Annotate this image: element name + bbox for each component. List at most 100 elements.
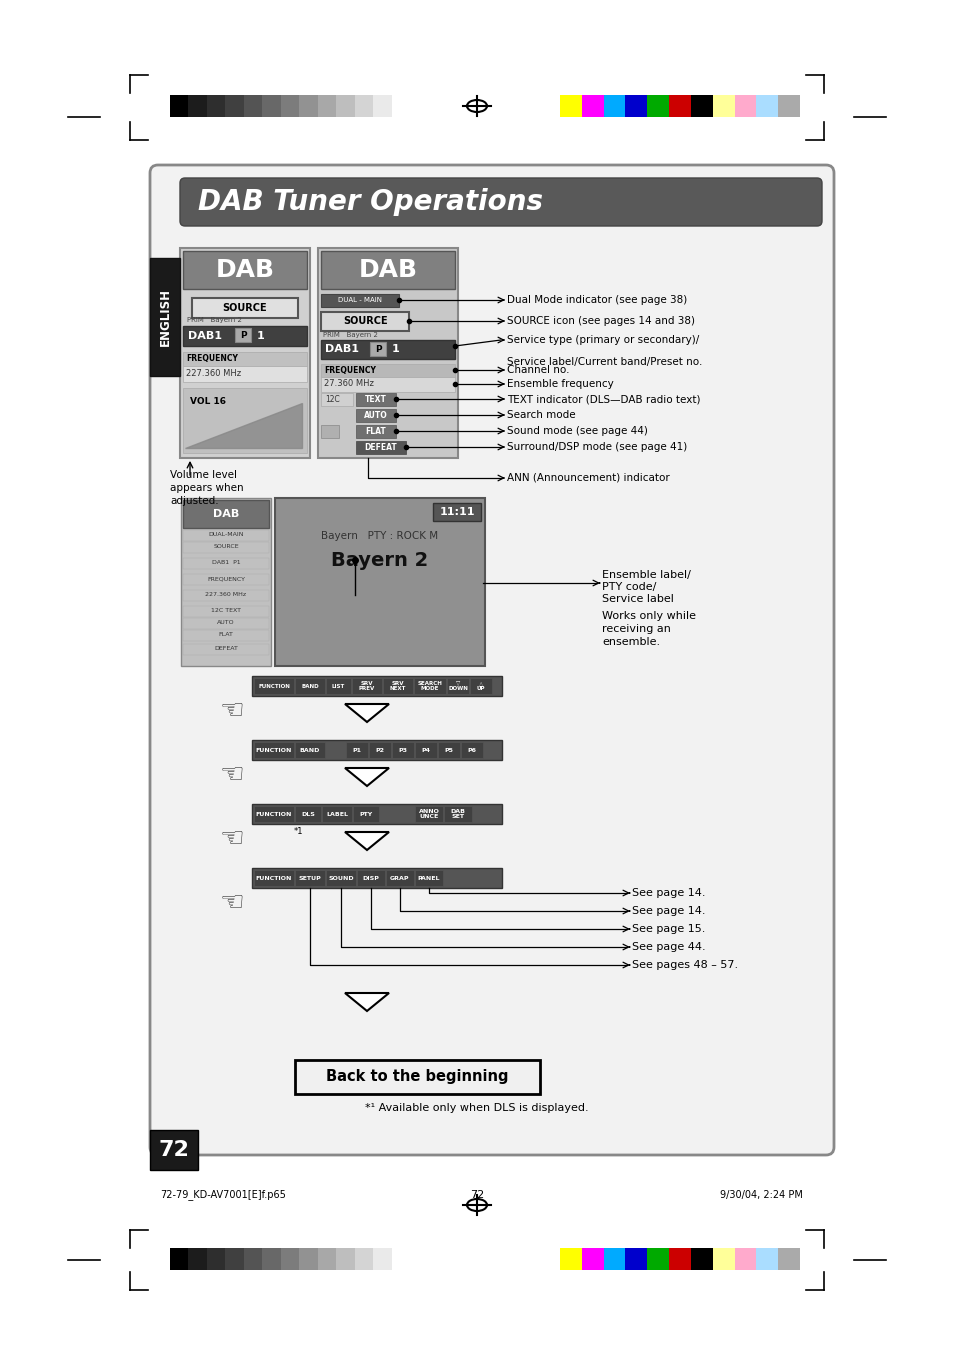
Text: Back to the beginning: Back to the beginning — [326, 1070, 508, 1085]
Text: SRV
PREV: SRV PREV — [358, 681, 375, 690]
Bar — [353, 807, 378, 821]
Text: ▽
DOWN: ▽ DOWN — [448, 681, 468, 690]
Bar — [150, 1129, 198, 1170]
Text: Ensemble label/: Ensemble label/ — [601, 570, 690, 580]
Bar — [320, 426, 338, 438]
Text: SOUND: SOUND — [328, 875, 354, 881]
Text: PTY: PTY — [359, 812, 373, 816]
Text: SOURCE icon (see pages 14 and 38): SOURCE icon (see pages 14 and 38) — [506, 316, 695, 326]
Text: See page 14.: See page 14. — [631, 907, 705, 916]
Text: FUNCTION: FUNCTION — [255, 747, 292, 753]
Bar — [712, 1248, 734, 1270]
Text: P2: P2 — [375, 747, 384, 753]
Text: 227.360 MHz: 227.360 MHz — [205, 593, 246, 597]
Text: SOURCE: SOURCE — [213, 544, 238, 550]
Bar — [559, 95, 581, 118]
Text: Service label: Service label — [601, 594, 673, 604]
Bar — [391, 1248, 410, 1270]
Bar — [668, 95, 691, 118]
Text: VOL 16: VOL 16 — [190, 396, 226, 405]
Text: See page 14.: See page 14. — [631, 888, 705, 898]
Bar — [183, 574, 269, 585]
Text: FREQUENCY: FREQUENCY — [324, 366, 375, 374]
Bar — [183, 617, 269, 630]
Bar — [280, 95, 299, 118]
Bar — [734, 1248, 756, 1270]
Bar — [603, 95, 625, 118]
Bar — [183, 251, 307, 289]
Text: Dual Mode indicator (see page 38): Dual Mode indicator (see page 38) — [506, 295, 686, 305]
Text: Bayern   PTY : ROCK M: Bayern PTY : ROCK M — [321, 531, 438, 540]
Bar — [244, 1248, 262, 1270]
Bar — [317, 1248, 336, 1270]
Bar — [299, 95, 318, 118]
Bar — [183, 353, 307, 366]
Text: Sound mode (see page 44): Sound mode (see page 44) — [506, 426, 647, 436]
FancyBboxPatch shape — [150, 165, 833, 1155]
Bar — [646, 1248, 669, 1270]
Bar — [346, 742, 368, 758]
Bar — [183, 558, 269, 569]
Text: DAB: DAB — [213, 509, 239, 519]
Text: Channel no.: Channel no. — [506, 365, 569, 376]
Bar — [274, 499, 484, 666]
Text: ENGLISH: ENGLISH — [158, 288, 172, 346]
Text: FREQUENCY: FREQUENCY — [207, 577, 245, 581]
Bar — [559, 1248, 581, 1270]
Text: SETUP: SETUP — [298, 875, 321, 881]
Bar — [150, 258, 180, 376]
Text: *¹ Available only when DLS is displayed.: *¹ Available only when DLS is displayed. — [365, 1102, 588, 1113]
Text: DEFEAT: DEFEAT — [364, 443, 397, 451]
Bar — [415, 807, 442, 821]
Bar — [262, 1248, 281, 1270]
Text: P3: P3 — [398, 747, 407, 753]
Text: Volume level: Volume level — [170, 470, 236, 480]
Text: 227.360 MHz: 227.360 MHz — [186, 370, 241, 378]
Text: DAB: DAB — [358, 258, 417, 282]
Bar — [392, 742, 414, 758]
Text: FLAT: FLAT — [365, 427, 386, 435]
Bar — [320, 377, 455, 392]
Bar — [756, 95, 778, 118]
Bar — [183, 366, 307, 382]
Bar — [253, 678, 294, 694]
Text: SOURCE: SOURCE — [222, 303, 267, 313]
Bar — [603, 1248, 625, 1270]
Bar — [253, 870, 294, 886]
Text: DAB1: DAB1 — [188, 331, 222, 340]
Bar — [183, 644, 269, 655]
Text: 72: 72 — [158, 1140, 190, 1161]
Bar — [252, 804, 501, 824]
Bar — [370, 342, 386, 357]
Bar — [778, 95, 800, 118]
Bar — [183, 630, 269, 640]
Text: Service type (primary or secondary)/: Service type (primary or secondary)/ — [506, 335, 699, 345]
Text: Surround/DSP mode (see page 41): Surround/DSP mode (see page 41) — [506, 442, 686, 453]
Text: P6: P6 — [467, 747, 476, 753]
Bar — [433, 503, 480, 521]
Text: FUNCTION: FUNCTION — [258, 684, 290, 689]
Bar — [320, 393, 353, 407]
Bar — [356, 870, 385, 886]
Bar — [414, 678, 446, 694]
Bar — [369, 742, 391, 758]
Bar — [382, 678, 413, 694]
Text: FUNCTION: FUNCTION — [255, 875, 292, 881]
Text: DAB1  P1: DAB1 P1 — [212, 561, 240, 566]
Text: 12C TEXT: 12C TEXT — [211, 608, 241, 613]
Bar — [712, 95, 734, 118]
Bar — [183, 607, 269, 617]
Bar — [625, 95, 647, 118]
Bar — [192, 299, 297, 317]
Text: ANN (Announcement) indicator: ANN (Announcement) indicator — [506, 473, 669, 484]
Text: adjusted.: adjusted. — [170, 496, 218, 507]
Text: ☜: ☜ — [219, 697, 244, 725]
Polygon shape — [185, 403, 302, 449]
Text: LIST: LIST — [332, 684, 345, 689]
Bar — [252, 676, 501, 696]
Bar — [322, 807, 352, 821]
Text: DEFEAT: DEFEAT — [213, 647, 237, 651]
Bar — [373, 95, 392, 118]
Bar — [180, 249, 310, 458]
Bar — [234, 328, 251, 342]
